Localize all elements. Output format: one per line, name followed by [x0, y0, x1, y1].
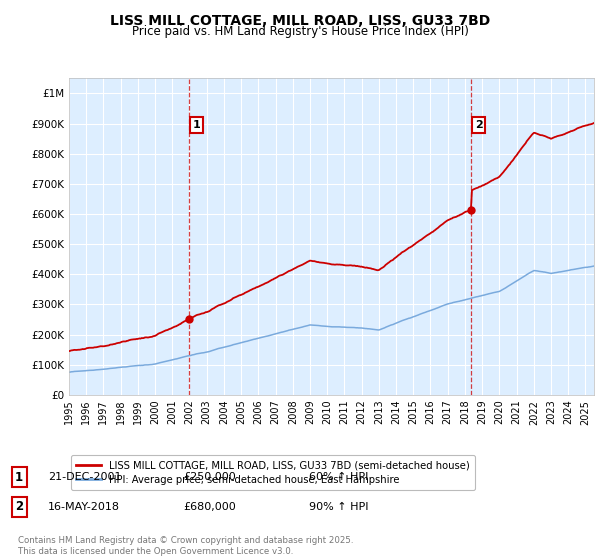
Text: LISS MILL COTTAGE, MILL ROAD, LISS, GU33 7BD: LISS MILL COTTAGE, MILL ROAD, LISS, GU33…: [110, 14, 490, 28]
Text: 2: 2: [475, 120, 482, 130]
Text: Price paid vs. HM Land Registry's House Price Index (HPI): Price paid vs. HM Land Registry's House …: [131, 25, 469, 38]
Text: £250,000: £250,000: [183, 472, 236, 482]
Text: 2: 2: [15, 500, 23, 514]
Text: 60% ↑ HPI: 60% ↑ HPI: [309, 472, 368, 482]
Text: Contains HM Land Registry data © Crown copyright and database right 2025.
This d: Contains HM Land Registry data © Crown c…: [18, 536, 353, 556]
Text: 1: 1: [193, 120, 200, 130]
Text: 90% ↑ HPI: 90% ↑ HPI: [309, 502, 368, 512]
Text: £680,000: £680,000: [183, 502, 236, 512]
Text: 1: 1: [15, 470, 23, 484]
Text: 16-MAY-2018: 16-MAY-2018: [48, 502, 120, 512]
Text: 21-DEC-2001: 21-DEC-2001: [48, 472, 121, 482]
Legend: LISS MILL COTTAGE, MILL ROAD, LISS, GU33 7BD (semi-detached house), HPI: Average: LISS MILL COTTAGE, MILL ROAD, LISS, GU33…: [71, 455, 475, 489]
